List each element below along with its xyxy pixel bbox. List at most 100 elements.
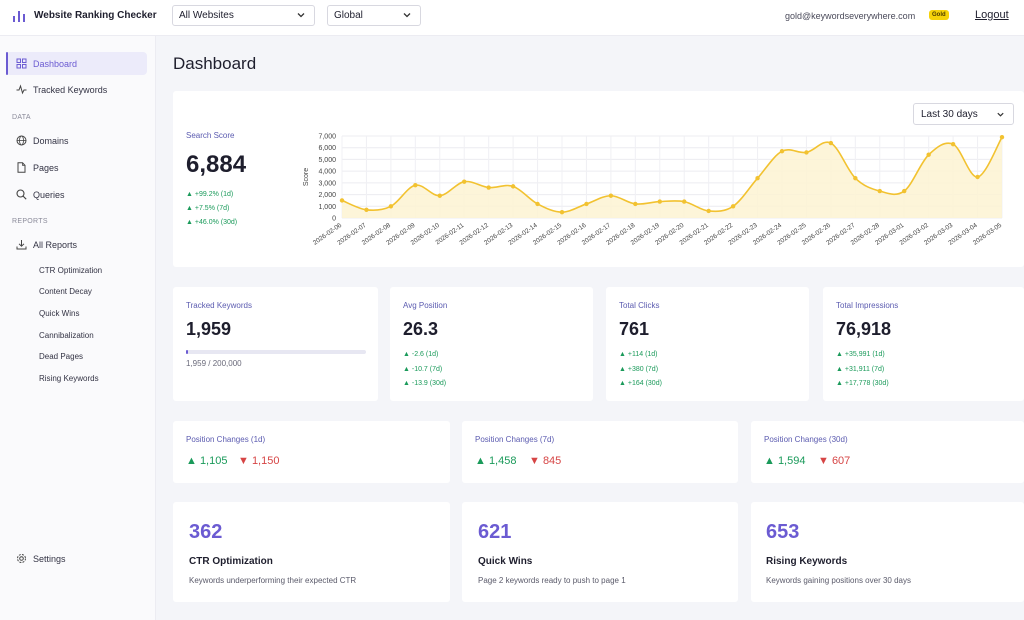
quick-wins-card[interactable] <box>462 502 738 602</box>
search-icon <box>16 189 27 200</box>
search-score-value: 6,884 <box>186 151 247 178</box>
sidebar-item-label: Pages <box>33 163 59 173</box>
total-impressions-delta-1d: ▲ +35,991 (1d) <box>836 351 885 358</box>
position-changes-1d-down: ▼ 1,150 <box>238 455 280 467</box>
y-tick-label: 4,000 <box>318 169 336 176</box>
sidebar-item-label: Queries <box>33 190 65 200</box>
logout-link[interactable]: Logout <box>975 9 1009 21</box>
position-changes-1d-label: Position Changes (1d) <box>186 435 266 444</box>
data-point <box>999 134 1005 140</box>
tracked-keywords-card <box>173 287 378 401</box>
position-changes-30d-up: ▲ 1,594 <box>764 455 806 467</box>
data-point <box>657 199 662 204</box>
sidebar-item-all-reports[interactable]: All Reports <box>6 233 147 256</box>
y-tick-label: 5,000 <box>318 157 336 164</box>
data-point <box>730 204 736 209</box>
data-point <box>462 179 467 184</box>
chevron-down-icon <box>297 13 305 18</box>
data-point <box>682 199 687 204</box>
activity-icon <box>16 84 27 95</box>
section-label-reports: REPORTS <box>12 218 48 225</box>
rising-keywords-card[interactable] <box>751 502 1024 602</box>
y-tick-label: 0 <box>332 216 336 223</box>
y-tick-label: 6,000 <box>318 145 336 152</box>
user-email: gold@keywordseverywhere.com <box>785 11 916 21</box>
sidebar-item-queries[interactable]: Queries <box>6 183 147 206</box>
position-changes-7d-down: ▼ 845 <box>529 455 562 467</box>
data-point <box>584 201 589 207</box>
position-changes-30d-label: Position Changes (30d) <box>764 435 848 444</box>
data-point <box>339 198 345 203</box>
avg-position-value: 26.3 <box>403 319 439 339</box>
y-axis-label: Score <box>303 168 310 186</box>
sidebar-report-dead-pages[interactable]: Dead Pages <box>39 352 84 361</box>
avg-position-delta-30d: ▲ -13.9 (30d) <box>403 380 447 387</box>
sidebar-report-quick-wins[interactable]: Quick Wins <box>39 309 80 318</box>
ctr-optimization-count: 362 <box>189 521 223 543</box>
quick-wins-desc: Page 2 keywords ready to push to page 1 <box>478 576 626 585</box>
avg-position-delta-7d: ▲ -10.7 (7d) <box>403 366 443 373</box>
data-point <box>902 188 907 194</box>
data-point <box>950 142 956 147</box>
sidebar-item-pages[interactable]: Pages <box>6 156 147 179</box>
file-icon <box>17 162 26 173</box>
position-changes-7d-up: ▲ 1,458 <box>475 455 517 467</box>
tracked-keywords-value: 1,959 <box>186 319 232 339</box>
data-point <box>413 183 418 188</box>
tracked-keywords-progress-fill <box>186 350 188 354</box>
tracked-keywords-quota: 1,959 / 200,000 <box>186 359 242 368</box>
series-line <box>341 136 1003 213</box>
ctr-optimization-card[interactable] <box>173 502 450 602</box>
top-bar: Website Ranking Checker All Websites Glo… <box>0 0 1024 36</box>
data-point <box>755 175 760 181</box>
data-point <box>706 208 711 214</box>
region-select[interactable]: Global <box>327 5 421 26</box>
sidebar-report-ctr-optimization[interactable]: CTR Optimization <box>39 266 103 275</box>
total-clicks-card <box>606 287 809 401</box>
sidebar-report-content-decay[interactable]: Content Decay <box>39 287 92 296</box>
total-impressions-value: 76,918 <box>836 319 892 339</box>
chevron-down-icon <box>997 112 1004 117</box>
position-changes-7d-label: Position Changes (7d) <box>475 435 555 444</box>
globe-icon <box>16 135 27 146</box>
total-clicks-delta-1d: ▲ +114 (1d) <box>619 351 658 358</box>
total-impressions-card <box>823 287 1024 401</box>
y-tick-label: 1,000 <box>318 204 336 211</box>
search-score-chart: 01,0002,0003,0004,0005,0006,0007,0002026… <box>303 134 1005 247</box>
ctr-optimization-title: CTR Optimization <box>189 556 273 567</box>
sidebar-item-dashboard[interactable]: Dashboard <box>6 52 147 75</box>
sidebar-report-rising-keywords[interactable]: Rising Keywords <box>39 374 99 383</box>
app-title: Website Ranking Checker <box>34 10 157 21</box>
data-point <box>510 184 516 189</box>
data-point <box>853 175 858 181</box>
rising-keywords-title: Rising Keywords <box>766 556 848 567</box>
rising-keywords-count: 653 <box>766 521 800 543</box>
website-select-value: All Websites <box>179 10 234 21</box>
y-tick-label: 3,000 <box>318 180 336 187</box>
sidebar-item-label: Tracked Keywords <box>33 85 108 95</box>
page-title: Dashboard <box>173 54 257 73</box>
sidebar-report-cannibalization[interactable]: Cannibalization <box>39 331 94 340</box>
total-impressions-delta-30d: ▲ +17,778 (30d) <box>836 380 889 387</box>
sidebar-item-settings[interactable]: Settings <box>6 547 147 570</box>
position-changes-1d-card <box>173 421 450 483</box>
data-point <box>437 193 442 198</box>
grid-icon <box>16 58 27 69</box>
quick-wins-count: 621 <box>478 521 512 543</box>
region-select-value: Global <box>334 10 363 21</box>
data-point <box>975 174 980 180</box>
date-range-select[interactable]: Last 30 days <box>913 103 1014 125</box>
sidebar-item-domains[interactable]: Domains <box>6 129 147 152</box>
sidebar-item-label: Domains <box>33 136 69 146</box>
data-point <box>486 185 491 190</box>
sidebar-item-tracked-keywords[interactable]: Tracked Keywords <box>6 78 147 101</box>
data-point <box>535 201 540 207</box>
total-clicks-delta-30d: ▲ +164 (30d) <box>619 380 662 387</box>
sidebar-item-label: All Reports <box>33 240 78 250</box>
position-changes-1d-up: ▲ 1,105 <box>186 455 228 467</box>
tracked-keywords-progress <box>186 350 366 354</box>
search-score-label: Search Score <box>186 131 235 140</box>
search-score-card <box>173 91 1024 267</box>
data-point <box>364 207 369 212</box>
website-select[interactable]: All Websites <box>172 5 315 26</box>
